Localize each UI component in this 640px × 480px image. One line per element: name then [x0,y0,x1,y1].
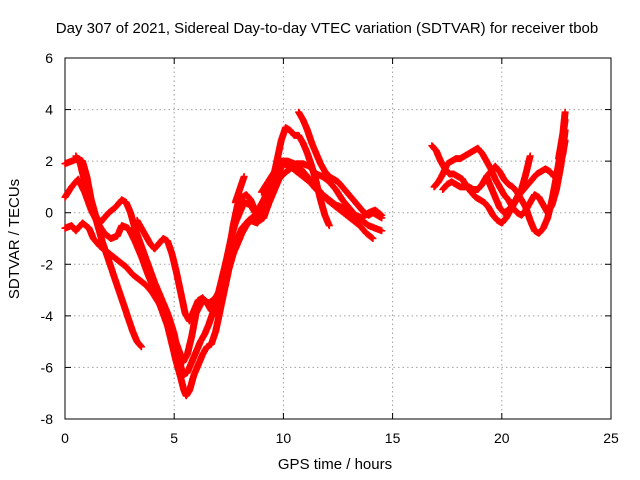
chart-title: Day 307 of 2021, Sidereal Day-to-day VTE… [56,20,598,37]
y-tick-label: -6 [41,359,54,375]
x-tick-label: 0 [61,430,69,446]
data-series-4 [72,152,145,351]
y-axis-label: SDTVAR / TECUs [6,179,23,299]
x-tick-label: 10 [276,430,292,446]
x-tick-label: 15 [385,430,401,446]
x-tick-label: 25 [603,430,619,446]
data-series-layer [61,108,569,400]
data-series-8 [295,108,386,222]
y-tick-label: -8 [41,411,54,427]
y-tick-label: 0 [45,205,53,221]
y-tick-label: -2 [41,256,54,272]
data-series-6 [231,173,248,206]
y-tick-label: -4 [41,308,54,324]
y-tick-label: 4 [45,102,53,118]
y-tick-label: 6 [45,50,53,66]
data-series-7 [258,168,279,196]
x-tick-label: 5 [170,430,178,446]
x-axis-label: GPS time / hours [278,456,392,473]
x-tick-label: 20 [494,430,510,446]
grid-lines [65,58,611,419]
y-tick-label: 2 [45,153,53,169]
data-series-5 [133,124,333,325]
x-axis-tick-labels: 0 5 10 15 20 25 [61,430,619,446]
data-series-12 [483,152,534,217]
y-axis-tick-labels: -8 -6 -4 -2 0 2 4 6 [41,50,54,427]
data-series-13 [555,108,569,163]
plot-frame [64,57,612,420]
